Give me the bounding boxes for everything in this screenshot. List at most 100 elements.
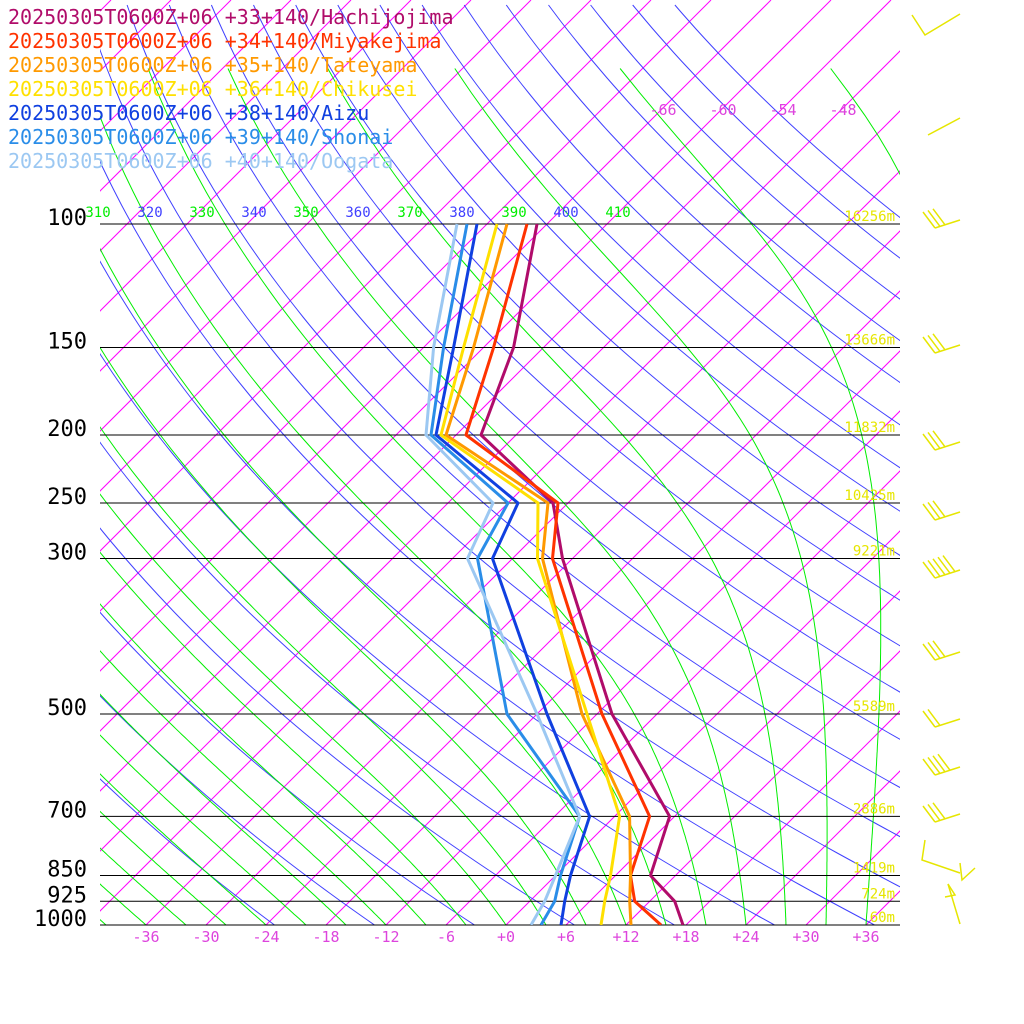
dry-adiabat-line (674, 4, 900, 219)
moist-adiabat-line (100, 426, 547, 925)
isotherm-line (926, 0, 1024, 925)
moist-adiabat-line (227, 68, 747, 925)
wind-barb (932, 430, 946, 448)
pressure-label: 700 (47, 798, 87, 823)
temperature-tick-label: +30 (792, 928, 819, 946)
wind-barb (934, 569, 961, 579)
wind-barb (927, 209, 941, 227)
wind-barb (921, 839, 961, 874)
wind-barb (932, 333, 946, 351)
dry-adiabat-line (337, 4, 900, 556)
wind-barb (932, 640, 946, 658)
isotherm-line (265, 290, 900, 925)
dry-adiabat-line (100, 48, 900, 838)
wind-barb (927, 641, 941, 659)
isotherm-line (100, 0, 532, 432)
wind-barb (934, 718, 961, 728)
isotherm-line (100, 0, 772, 672)
legend-entry: 20250305T0600Z+06 +39+140/Shonai (8, 125, 393, 149)
height-labels: 16256m 13666m 11832m 10425m 9221m 5589m 2886m 1… (844, 209, 895, 926)
isobar-lines (100, 223, 900, 926)
theta-label: 370 (397, 205, 422, 221)
temperature-tick-label: -36 (132, 928, 159, 946)
wind-barb (922, 758, 936, 776)
upper-temperature-label: -54 (769, 101, 796, 119)
dry-adiabat-line (100, 353, 775, 925)
isotherm-line (865, 890, 900, 925)
temperature-tick-label: -30 (192, 928, 219, 946)
dry-adiabat-line (210, 4, 900, 693)
wind-barb (932, 208, 946, 226)
wind-barb (932, 802, 946, 820)
legend-entry: 20250305T0600Z+06 +35+140/Tateyama (8, 53, 417, 77)
moist-adiabat-line (100, 493, 507, 925)
theta-label: 340 (241, 205, 266, 221)
pressure-label: 100 (47, 206, 87, 231)
wind-barb (934, 441, 961, 451)
dry-adiabat-line (100, 611, 475, 925)
legend-entry: 20250305T0600Z+06 +40+140/Oogata (8, 149, 393, 173)
temperature-tick-label: +6 (557, 928, 575, 946)
background-lines (100, 0, 1024, 925)
theta-label: 310 (85, 205, 110, 221)
pressure-label: 150 (47, 329, 87, 354)
wind-barb (934, 344, 961, 354)
theta-labels: 310 320 330 340 350 360 370 380 390 400 410 (85, 205, 630, 221)
moist-adiabat-line (327, 68, 787, 925)
dry-adiabat-line (100, 695, 375, 925)
isotherm-line (205, 230, 900, 925)
wind-barb (922, 561, 936, 579)
isotherm-line (100, 0, 592, 492)
wind-barb (927, 756, 941, 774)
pressure-label: 500 (47, 696, 87, 721)
pressure-label: 850 (47, 858, 87, 883)
height-label: 724m (861, 886, 895, 902)
temperature-tick-label: +0 (497, 928, 515, 946)
temperature-profile-line (434, 223, 592, 925)
wind-barb (922, 710, 936, 728)
isotherm-line (100, 0, 832, 732)
dry-adiabat-line (421, 4, 900, 469)
pressure-label: 300 (47, 540, 87, 565)
dry-adiabat-line (126, 4, 900, 789)
isotherm-line (100, 0, 472, 372)
wind-barb (927, 334, 941, 352)
wind-barbs (911, 13, 976, 925)
height-label: 16256m (844, 209, 895, 225)
height-label: 1419m (853, 861, 895, 877)
isotherm-line (805, 830, 900, 925)
height-label: 10425m (844, 488, 895, 504)
temperature-axis-labels: -36 -30 -24 -18 -12 -6 +0 +6 +12 +18 +24 +30 +36 (132, 928, 879, 946)
wind-barb (944, 883, 957, 898)
isotherm-line (625, 650, 900, 925)
wind-barb (922, 805, 936, 823)
theta-label: 400 (553, 205, 578, 221)
wind-barb (922, 643, 936, 661)
dry-adiabat-line (100, 527, 575, 925)
wind-barb (927, 708, 941, 726)
wind-barb (927, 117, 961, 136)
isotherm-line (100, 0, 652, 552)
moist-adiabat-line (100, 115, 667, 925)
moist-adiabat-line (100, 650, 387, 925)
legend-entry: 20250305T0600Z+06 +34+140/Miyakejima (8, 29, 441, 53)
wind-barb (911, 13, 961, 37)
moist-adiabat-line (454, 68, 828, 925)
wind-barb (922, 433, 936, 451)
dry-adiabat-line (379, 4, 900, 512)
temperature-profile-line (429, 223, 582, 925)
height-label: 9221m (853, 543, 895, 559)
wind-barb (947, 883, 961, 925)
theta-label: 360 (345, 205, 370, 221)
moist-adiabat-line (100, 551, 467, 925)
wind-barb (934, 219, 961, 229)
isotherm-line (145, 170, 900, 925)
dry-adiabat-line (548, 4, 900, 342)
legend-entry: 20250305T0600Z+06 +36+140/Chikusei (8, 77, 417, 101)
wind-barb (959, 862, 976, 882)
upper-temperature-label: -60 (709, 101, 736, 119)
theta-label: 330 (189, 205, 214, 221)
upper-temperature-labels: -66 -60 -54 -48 (649, 101, 856, 119)
